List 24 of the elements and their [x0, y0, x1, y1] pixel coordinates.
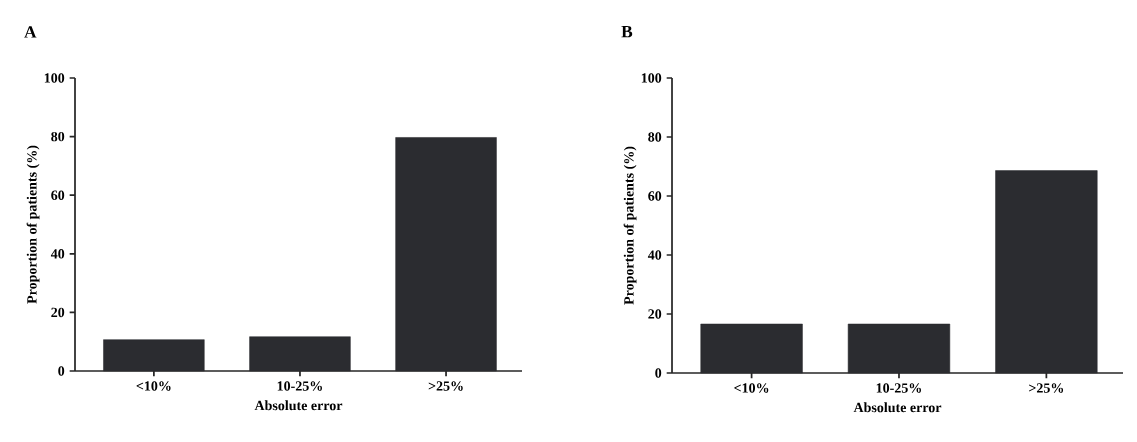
y-tick-label: 40 — [50, 249, 65, 259]
y-axis-title: Proportion of patients (%) — [623, 146, 637, 305]
y-tick-label: 20 — [51, 307, 65, 318]
y-tick-label: 80 — [648, 132, 662, 142]
chart-title: B — [621, 25, 633, 38]
x-tick-label: <10% — [734, 383, 769, 393]
x-tick-label: >25% — [428, 381, 463, 391]
y-tick-label: 40 — [647, 250, 662, 260]
x-tick-label: 10-25% — [876, 383, 921, 393]
y-tick-label: 20 — [648, 309, 662, 319]
y-tick-label: 60 — [51, 190, 65, 200]
y-tick-label: 100 — [44, 73, 65, 83]
y-tick-label: 100 — [641, 73, 662, 83]
x-tick-label: 10-25% — [277, 381, 322, 391]
y-tick-label: 0 — [58, 366, 65, 376]
y-axis-title: Proportion of patients (%) — [26, 145, 40, 304]
x-tick-label: >25% — [1029, 383, 1064, 393]
x-tick-label: <10% — [136, 381, 171, 391]
y-tick-label: 80 — [51, 131, 65, 142]
y-tick-label: 60 — [648, 191, 662, 201]
x-axis-title: Absolute error — [254, 400, 343, 411]
x-axis-title: Absolute error — [853, 402, 942, 413]
y-tick-label: 0 — [655, 368, 662, 378]
chart-title: A — [24, 26, 37, 38]
